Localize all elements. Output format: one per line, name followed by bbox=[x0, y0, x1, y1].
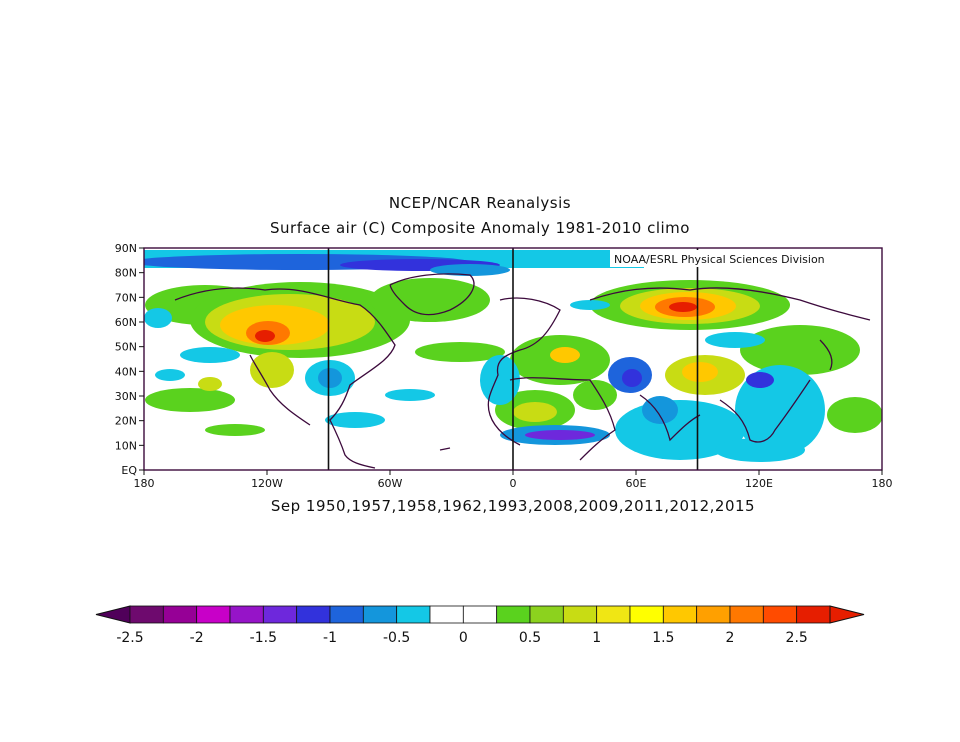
lat-tick-label: 60N bbox=[115, 316, 137, 329]
colorbar-swatch bbox=[762, 605, 798, 624]
anomaly-region-sahara-warm bbox=[513, 402, 557, 422]
colorbar-swatch bbox=[629, 605, 664, 624]
anomaly-region-arabia-warm bbox=[573, 380, 617, 410]
colorbar-swatch bbox=[729, 605, 764, 624]
colorbar-tick-label: 0 bbox=[459, 630, 468, 646]
map-plot-area bbox=[144, 248, 882, 470]
colorbar-swatch bbox=[596, 605, 631, 624]
lon-tick-label: 180 bbox=[872, 477, 893, 490]
map-axes: 180 120W 60W 0 60E 120E 180EQ10N20N30N40N50N60… bbox=[115, 242, 893, 490]
anomaly-region-north-atlantic-warm bbox=[415, 342, 505, 362]
colorbar-tick-label: -1.5 bbox=[250, 630, 277, 646]
anomaly-region-middle-east-deep-cold bbox=[622, 369, 642, 387]
lon-tick-label: 120W bbox=[251, 477, 283, 490]
anomaly-region-canada-red bbox=[255, 330, 275, 342]
lat-tick-label: 30N bbox=[115, 390, 137, 403]
colorbar-swatch bbox=[129, 605, 164, 624]
colorbar: -2.5 -2 -1.5 -1 -0.5 0 0.5 1 1.5 2 2.5 bbox=[95, 605, 865, 646]
anomaly-region-india-deep-cold bbox=[642, 396, 678, 424]
colorbar-swatch bbox=[162, 605, 198, 624]
credit-box bbox=[610, 250, 880, 267]
anomaly-region-us-central-deep-cold bbox=[318, 368, 342, 388]
anomaly-region-east-asia-deep-cold bbox=[746, 372, 774, 388]
colorbar-high-arrow bbox=[829, 605, 865, 624]
anomaly-region-atlantic-cold bbox=[385, 389, 435, 401]
anomaly-region-pacific-warm bbox=[198, 377, 222, 391]
lat-tick-label: 70N bbox=[115, 291, 137, 304]
colorbar-tick-label: -2 bbox=[190, 630, 204, 646]
anomaly-region-europe-yellow bbox=[550, 347, 580, 363]
colorbar-swatch bbox=[296, 605, 331, 624]
lat-tick-label: 10N bbox=[115, 439, 137, 452]
colorbar-swatch bbox=[396, 605, 431, 624]
anomaly-region-greenland-warm bbox=[370, 278, 490, 322]
anomaly-region-sahel-deep-cold bbox=[525, 430, 595, 440]
anomaly-region-greenland-cold bbox=[430, 264, 510, 276]
anomaly-region-west-africa-cold bbox=[480, 355, 520, 405]
colorbar-tick-label: 2.5 bbox=[786, 630, 808, 646]
colorbar-swatch bbox=[196, 605, 231, 624]
colorbar-tick-label: 2 bbox=[726, 630, 735, 646]
anomaly-region-us-west-warm bbox=[250, 352, 294, 388]
lat-tick-label: 50N bbox=[115, 341, 137, 354]
anomaly-region-west-siberia-cold bbox=[570, 300, 610, 310]
chart-subtitle: Surface air (C) Composite Anomaly 1981-2… bbox=[270, 219, 690, 237]
colorbar-swatch bbox=[496, 605, 531, 624]
colorbar-swatch bbox=[796, 605, 831, 624]
lat-tick-label: EQ bbox=[121, 464, 137, 477]
lon-tick-label: 60E bbox=[626, 477, 647, 490]
coastlines bbox=[174, 273, 871, 469]
colorbar-tick-label: 1.5 bbox=[652, 630, 674, 646]
credit-text: NOAA/ESRL Physical Sciences Division bbox=[614, 253, 825, 266]
lon-tick-label: 0 bbox=[510, 477, 517, 490]
lon-tick-label: 180 bbox=[134, 477, 155, 490]
colorbar-tick-label: -0.5 bbox=[383, 630, 410, 646]
anomaly-region-south-asia-cold bbox=[715, 438, 805, 462]
lat-tick-label: 90N bbox=[115, 242, 137, 255]
anomaly-region-central-asia-yellow bbox=[682, 362, 718, 382]
lat-tick-label: 40N bbox=[115, 365, 137, 378]
anomaly-region-east-asia-warm bbox=[740, 325, 860, 375]
colorbar-swatch bbox=[696, 605, 731, 624]
colorbar-tick-label: 0.5 bbox=[519, 630, 541, 646]
colorbar-tick-label: -2.5 bbox=[116, 630, 143, 646]
colorbar-swatch bbox=[362, 605, 398, 624]
lon-tick-label: 120E bbox=[745, 477, 773, 490]
anomaly-region-east-pacific-cold bbox=[155, 369, 185, 381]
colorbar-swatch bbox=[329, 605, 364, 624]
anomaly-region-north-pacific-cold bbox=[180, 347, 240, 363]
colorbar-low-arrow bbox=[95, 605, 131, 624]
colorbar-swatch bbox=[662, 605, 698, 624]
composite-years: Sep 1950,1957,1958,1962,1993,2008,2009,2… bbox=[270, 497, 756, 515]
anomaly-region-mexico-cold bbox=[325, 412, 385, 428]
anomaly-region-alaska-cold bbox=[144, 308, 172, 328]
colorbar-tick-label: 1 bbox=[592, 630, 601, 646]
chart-title: NCEP/NCAR Reanalysis bbox=[388, 194, 572, 212]
colorbar-swatch bbox=[462, 605, 498, 624]
colorbar-tick-label: -1 bbox=[323, 630, 337, 646]
colorbar-swatch bbox=[229, 605, 264, 624]
colorbar-swatch bbox=[529, 605, 564, 624]
anomaly-region-tropical-pacific-warm bbox=[205, 424, 265, 436]
anomaly-region-siberia-red bbox=[669, 302, 697, 312]
anomaly-region-north-asia-cold bbox=[705, 332, 765, 348]
anomaly-region-west-pacific-warm bbox=[827, 397, 882, 433]
lon-tick-label: 60W bbox=[378, 477, 403, 490]
colorbar-swatch bbox=[262, 605, 298, 624]
anomaly-region-east-pacific-warm bbox=[145, 388, 235, 412]
colorbar-swatch bbox=[429, 605, 464, 624]
lat-tick-label: 80N bbox=[115, 267, 137, 280]
colorbar-swatch bbox=[562, 605, 598, 624]
lat-tick-label: 20N bbox=[115, 415, 137, 428]
